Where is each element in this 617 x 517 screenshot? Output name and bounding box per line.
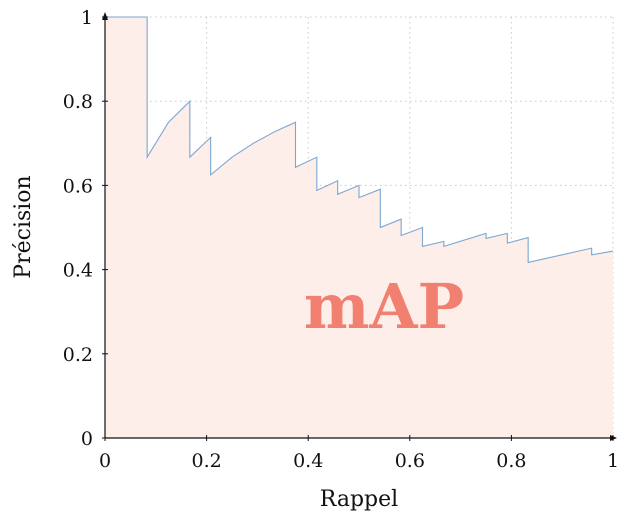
- y-tick-label: 0.8: [63, 91, 93, 113]
- axes: [102, 12, 617, 441]
- x-tick-label: 0: [99, 450, 111, 472]
- x-tick-label: 0.6: [395, 450, 425, 472]
- x-tick-label: 0.8: [496, 450, 526, 472]
- map-area-fill: [105, 17, 613, 438]
- x-tick-label: 1: [607, 450, 617, 472]
- precision-recall-curve: [105, 16, 614, 264]
- map-annotation: mAP: [304, 270, 464, 343]
- x-axis-ticks: 0 0.2 0.4 0.6 0.8 1: [99, 435, 617, 472]
- x-tick-label: 0.2: [191, 450, 221, 472]
- x-tick-label: 0.4: [293, 450, 323, 472]
- x-axis-title: Rappel: [320, 487, 398, 512]
- y-tick-label: 0.2: [63, 344, 93, 366]
- y-axis-title: Précision: [11, 175, 36, 278]
- y-tick-label: 1: [81, 7, 93, 29]
- y-tick-label: 0.6: [63, 175, 93, 197]
- y-tick-label: 0: [81, 428, 93, 450]
- y-tick-label: 0.4: [63, 260, 93, 282]
- y-axis-arrow: [102, 12, 108, 20]
- y-axis-ticks: 0 0.2 0.4 0.6 0.8 1: [63, 7, 108, 450]
